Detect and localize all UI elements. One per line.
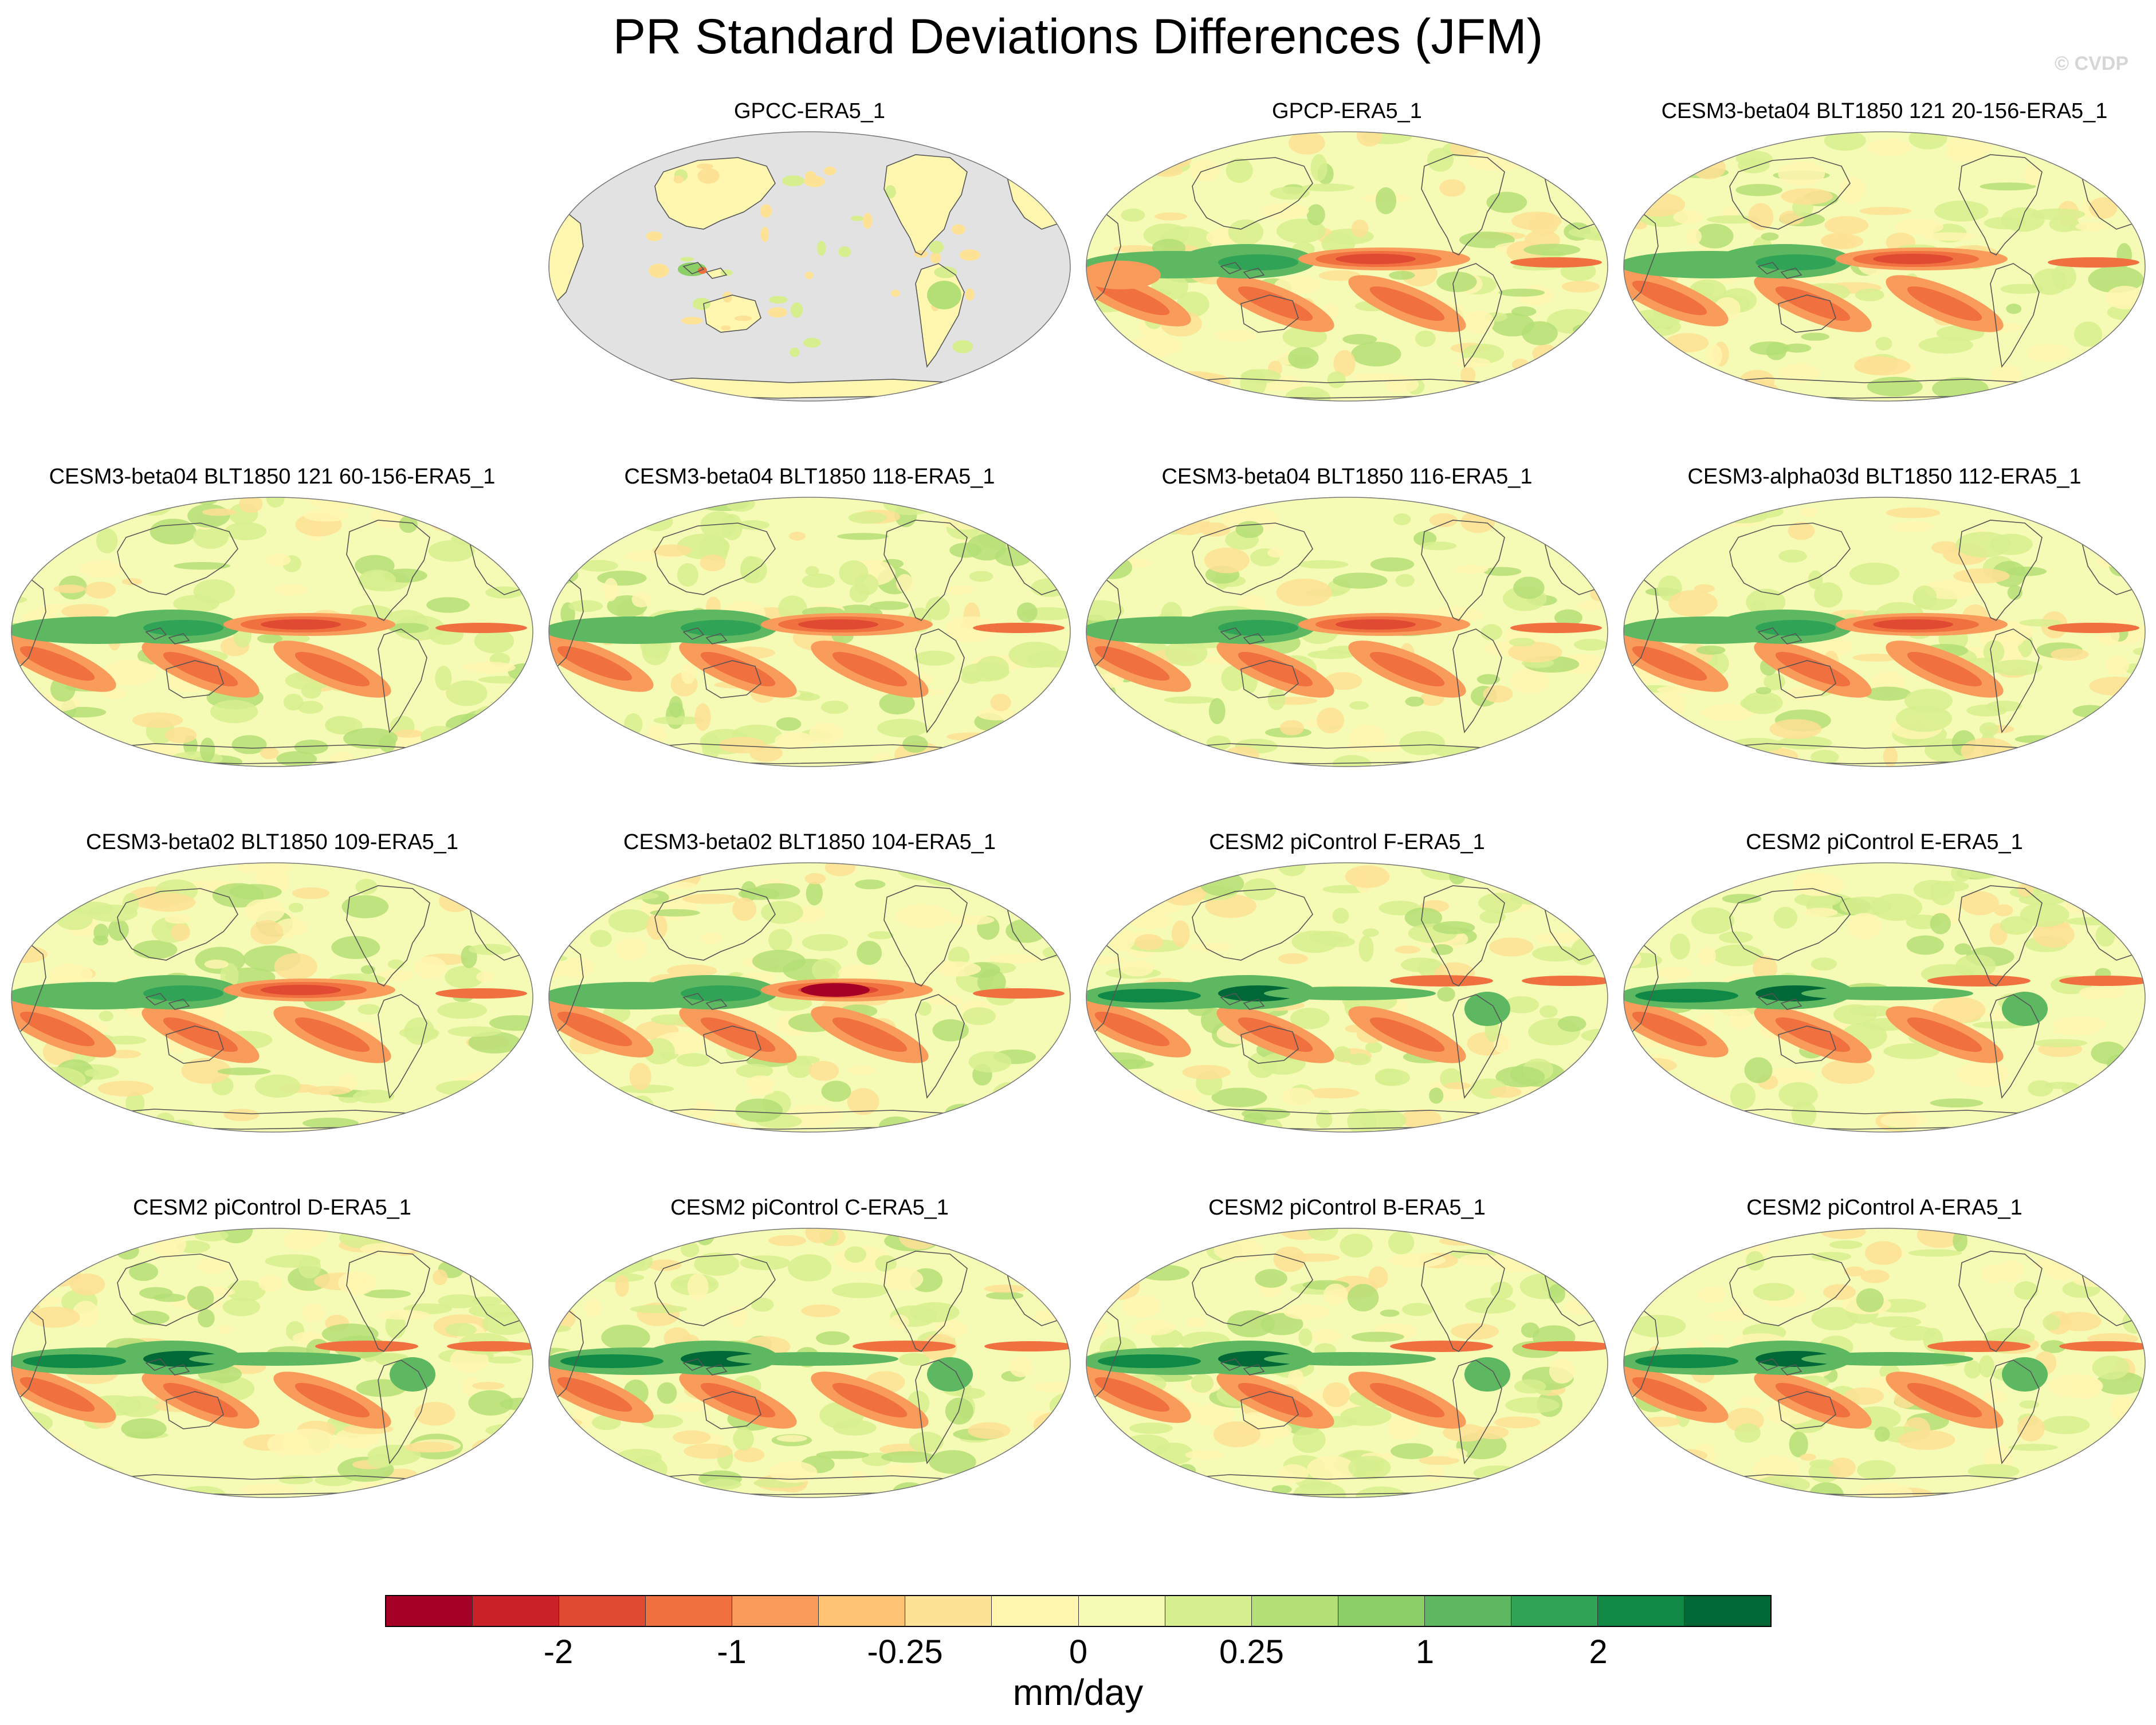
panel-title: CESM3-alpha03d BLT1850 112-ERA5_1 [1687,465,2082,489]
map-panel [1623,131,2146,402]
colorbar-swatch [473,1596,560,1626]
colorbar-swatch [1251,1596,1338,1626]
map-panel [1623,497,2146,767]
colorbar-tick-label: 0.25 [1219,1633,1284,1671]
colorbar-swatch [1078,1596,1165,1626]
map-panel [548,497,1071,767]
colorbar-swatch [1684,1596,1770,1626]
map-panel [548,862,1071,1133]
colorbar-swatch [1165,1596,1252,1626]
panel-title: CESM2 piControl B-ERA5_1 [1208,1196,1486,1220]
map-panel [11,497,533,767]
colorbar-swatch [1424,1596,1511,1626]
panel-title: CESM2 piControl D-ERA5_1 [133,1196,411,1220]
map-panel [1623,1228,2146,1498]
map-panel [548,131,1071,402]
colorbar-swatch [386,1596,473,1626]
figure-title: PR Standard Deviations Differences (JFM) [612,9,1544,64]
map-panel [1086,131,1608,402]
panel-title: CESM2 piControl C-ERA5_1 [670,1196,949,1220]
colorbar-swatch [819,1596,906,1626]
colorbar-swatch [1597,1596,1684,1626]
colorbar [385,1595,1772,1627]
colorbar-swatch [646,1596,733,1626]
colorbar-swatch [992,1596,1079,1626]
map-panel [1086,1228,1608,1498]
panel-title: CESM2 piControl E-ERA5_1 [1746,830,2023,854]
panel-title: CESM3-beta04 BLT1850 116-ERA5_1 [1161,465,1533,489]
credit-watermark: © CVDP [2055,53,2128,74]
colorbar-swatch [1511,1596,1598,1626]
panel-title: CESM3-beta04 BLT1850 121 20-156-ERA5_1 [1661,99,2108,123]
colorbar-tick-label: -0.25 [867,1633,943,1671]
colorbar-swatch [732,1596,819,1626]
colorbar-tick-label: 2 [1589,1633,1608,1671]
map-panel [1086,497,1608,767]
panel-title: GPCP-ERA5_1 [1272,99,1422,123]
colorbar-tick-label: -2 [543,1633,574,1671]
panel-title: CESM2 piControl F-ERA5_1 [1209,830,1485,854]
map-panel [1623,862,2146,1133]
panel-title: CESM2 piControl A-ERA5_1 [1746,1196,2023,1220]
map-panel [11,862,533,1133]
map-panel [11,1228,533,1498]
panel-title: CESM3-beta02 BLT1850 109-ERA5_1 [86,830,458,854]
colorbar-swatch [1338,1596,1425,1626]
colorbar-units: mm/day [1012,1672,1144,1713]
colorbar-tick-label: -1 [717,1633,747,1671]
panel-title: GPCC-ERA5_1 [734,99,885,123]
colorbar-swatch [559,1596,646,1626]
panel-title: CESM3-beta02 BLT1850 104-ERA5_1 [623,830,996,854]
colorbar-tick-label: 1 [1415,1633,1435,1671]
colorbar-tick-label: 0 [1069,1633,1088,1671]
map-panel [1086,862,1608,1133]
panel-title: CESM3-beta04 BLT1850 118-ERA5_1 [624,465,995,489]
map-panel [548,1228,1071,1498]
colorbar-swatch [905,1596,992,1626]
panel-title: CESM3-beta04 BLT1850 121 60-156-ERA5_1 [49,465,496,489]
